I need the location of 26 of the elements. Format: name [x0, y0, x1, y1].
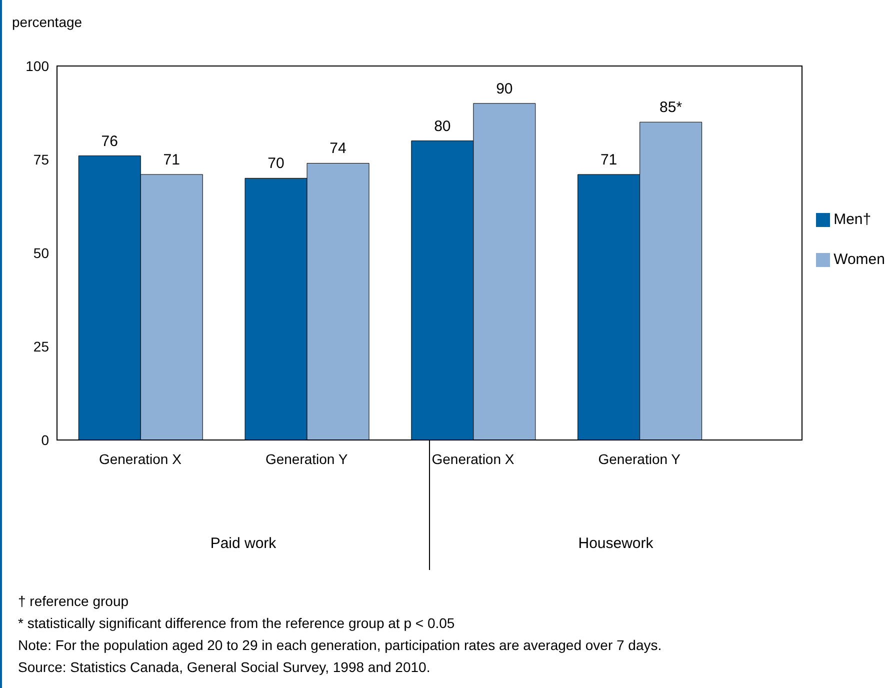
text: * statistically significant difference from the reference group at p < 0.05 — [18, 614, 456, 633]
data-label: 76 — [101, 132, 118, 150]
text: Paid work — [210, 535, 277, 552]
y-tick-label: 25 — [33, 338, 50, 354]
x-tick-label: Generation X — [98, 450, 182, 467]
data-label: 80 — [434, 118, 451, 135]
y-tick-label: 75 — [33, 151, 50, 168]
legend-label: Men† — [834, 211, 872, 228]
text: † reference group — [18, 592, 130, 611]
y-tick-label: 100 — [26, 58, 50, 74]
text: Note: For the population aged 20 to 29 in each generation, participation rates are averaged over 7 days. — [18, 636, 662, 655]
text: Housework — [578, 535, 654, 552]
data-label: 90 — [496, 80, 513, 98]
data-label: 70 — [268, 155, 284, 172]
data-label: 85* — [660, 99, 682, 116]
legend-label: Women — [834, 251, 885, 268]
y-tick-label: 50 — [33, 244, 50, 261]
data-label: 74 — [330, 140, 346, 158]
data-label: 71 — [163, 151, 180, 168]
x-tick-label: Generation Y — [598, 450, 682, 467]
x-tick-label: Generation Y — [265, 450, 348, 467]
y-axis-title: percentage — [12, 14, 82, 30]
y-tick-label: 0 — [41, 432, 50, 448]
x-tick-label: Generation X — [432, 450, 515, 467]
data-label: 71 — [600, 151, 618, 168]
source-note: Source: Statistics Canada, General Social Survey, 1998 and 2010. — [18, 658, 432, 677]
